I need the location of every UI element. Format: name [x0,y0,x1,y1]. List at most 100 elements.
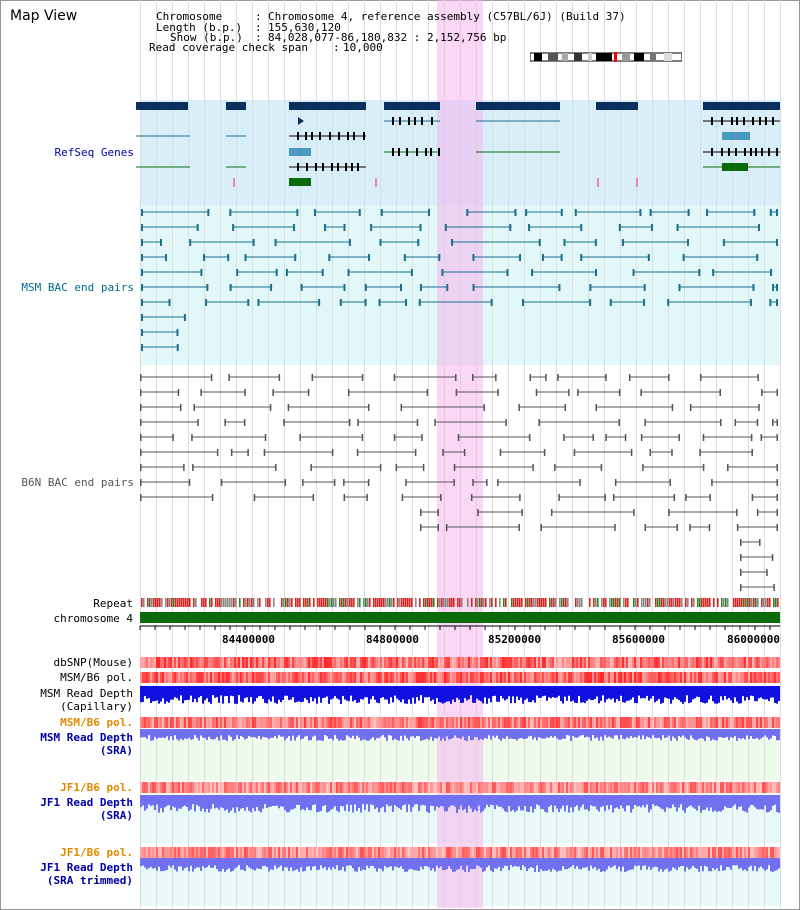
track-label-msm-depth-sra[interactable]: MSM Read Depth (SRA) [40,731,133,757]
depth-bar [762,795,764,810]
track-label-msm-depth-cap[interactable]: MSM Read Depth (Capillary) [40,687,133,713]
bac-end [589,284,592,291]
heat-cell [628,657,630,668]
heat-cell [594,672,596,683]
repeat-mark [325,598,327,607]
track-label-jf1-depth-sra[interactable]: JF1 Read Depth (SRA) [40,796,133,822]
chromosome-ideogram[interactable] [530,52,682,62]
heat-cell [282,782,284,793]
track-label-dbsnp[interactable]: dbSNP(Mouse) [53,656,133,669]
heat-cell [536,672,538,683]
depth-bar [412,858,414,870]
heat-cell [764,847,766,858]
heat-cell [596,782,598,793]
track-label-b6n-bac[interactable]: B6N BAC end pairs [21,476,134,489]
repeat-mark [173,598,175,607]
heat-cell [422,657,424,668]
depth-bar [452,795,454,806]
depth-bar [692,729,694,739]
heat-cell [246,782,248,793]
repeat-mark [447,598,449,607]
heat-cell [272,672,274,683]
track-label-jf1-b6-pol-2[interactable]: JF1/B6 pol. [60,846,133,859]
heat-cell [662,847,664,858]
track-label-chromosome[interactable]: chromosome 4 [53,612,133,625]
depth-bar [476,686,478,699]
heat-cell [682,717,684,728]
heat-cell [290,672,292,683]
depth-bar [508,686,510,697]
heat-cell [560,672,562,683]
repeat-mark [387,598,389,607]
heat-cell [424,717,426,728]
depth-bar [228,858,230,869]
depth-bar [336,686,338,699]
depth-bar [658,795,660,807]
depth-bar [630,729,632,736]
heat-cell [674,717,676,728]
heat-cell [598,657,600,668]
heat-cell [252,717,254,728]
heat-cell [174,782,176,793]
track-label-jf1-b6-pol-1[interactable]: JF1/B6 pol. [60,781,133,794]
bac-end [446,284,449,291]
depth-bar [260,795,262,813]
heat-cell [690,657,692,668]
repeat-mark [291,598,293,607]
heat-cell [264,782,266,793]
repeat-mark [147,598,149,607]
heat-cell [190,657,192,668]
depth-bar [156,858,158,871]
heat-cell [536,847,538,858]
b6n-end [497,389,499,396]
depth-bar [290,729,292,741]
depth-bar [206,686,208,699]
track-label-jf1-depth-trim[interactable]: JF1 Read Depth (SRA trimmed) [40,861,133,887]
heat-cell [492,847,494,858]
bac-end [676,224,679,231]
heat-cell [376,717,378,728]
b6n-end [545,374,547,381]
track-label-refseq[interactable]: RefSeq Genes [54,146,134,159]
repeat-mark [483,598,485,607]
depth-bar [372,795,374,806]
depth-bar [490,729,492,740]
heat-cell [768,847,770,858]
track-label-msm-b6-pol-1[interactable]: MSM/B6 pol. [60,671,133,684]
heat-cell [776,717,778,728]
depth-bar [330,686,332,700]
depth-bar [276,858,278,869]
track-label-msm-bac[interactable]: MSM BAC end pairs [21,281,134,294]
depth-bar [376,795,378,808]
repeat-mark [717,598,719,607]
repeat-mark [287,598,289,607]
depth-bar [716,795,718,812]
heat-cell [352,657,354,668]
heat-cell [724,782,726,793]
heat-cell [226,657,228,668]
heat-cell [380,672,382,683]
grid-line [492,0,493,908]
depth-bar [612,686,614,699]
heat-cell [576,672,578,683]
bac-end [632,269,635,276]
depth-bar [540,795,542,809]
heat-cell [506,847,508,858]
depth-bar [694,729,696,740]
repeat-mark [309,598,311,607]
depth-bar [620,686,622,696]
bac-end [141,344,143,351]
grid-line [572,0,573,908]
b6n-end [499,449,502,456]
track-label-repeat[interactable]: Repeat [93,597,133,610]
heat-cell [596,672,598,683]
bac-end [427,209,430,216]
depth-bar [472,858,474,870]
exon-tick [311,132,313,140]
depth-bar [544,795,546,812]
depth-bar [488,686,490,699]
selected-region-highlight[interactable] [437,0,483,908]
track-label-msm-b6-pol-2[interactable]: MSM/B6 pol. [60,716,133,729]
heat-cell [420,782,422,793]
